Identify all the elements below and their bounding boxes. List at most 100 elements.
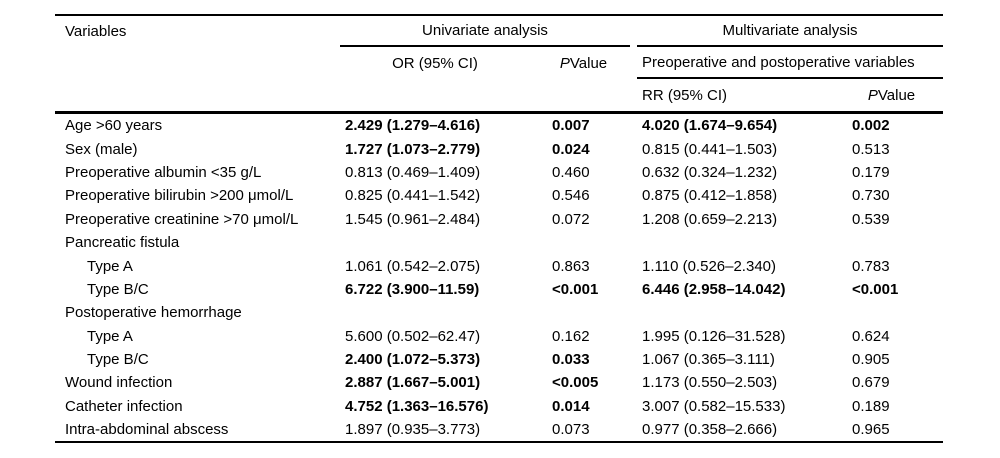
header-variables: Variables <box>65 23 127 40</box>
p-multi-cell: 0.679 <box>852 374 890 392</box>
rr-cell: 3.007 (0.582–15.533) <box>642 397 786 415</box>
p-multi-cell: 0.624 <box>852 327 890 345</box>
rr-cell: 1.110 (0.526–2.340) <box>642 257 776 275</box>
p-uni-cell: 0.072 <box>552 210 590 228</box>
or-cell: 1.545 (0.961–2.484) <box>345 210 481 228</box>
table-row: Type B/C 6.722 (3.900–11.59) <0.001 6.446 (… <box>55 278 943 301</box>
variable-cell: Type A <box>87 257 133 275</box>
p-italic: P <box>559 54 570 72</box>
rr-cell: 6.446 (2.958–14.042) <box>642 280 786 298</box>
header-rr-ci: RR (95% CI) <box>642 86 728 104</box>
or-cell: 1.727 (1.073–2.779) <box>345 140 481 158</box>
p-rest: Value <box>877 86 916 104</box>
or-cell: 1.897 (0.935–3.773) <box>345 421 481 439</box>
header-p-value-multivariate: P Value <box>840 79 943 111</box>
rr-cell: 1.067 (0.365–3.111) <box>642 351 775 369</box>
or-cell <box>340 301 530 324</box>
p-multi-cell: 0.965 <box>852 421 890 439</box>
p-rest: Value <box>569 54 608 72</box>
rr-cell: 0.875 (0.412–1.858) <box>642 187 778 205</box>
p-uni-cell: 0.014 <box>552 397 590 415</box>
table-row: Preoperative bilirubin >200 μmol/L 0.825 … <box>55 184 943 207</box>
table-header: Variables Univariate analysis Multivaria… <box>55 14 943 114</box>
rr-cell: 1.173 (0.550–2.503) <box>642 374 778 392</box>
p-uni-cell: <0.001 <box>552 280 599 298</box>
table-row: Pancreatic fistula <box>55 231 943 254</box>
table-row: Age >60 years 2.429 (1.279–4.616) 0.007 4.0… <box>55 114 943 137</box>
p-multi-cell: 0.783 <box>852 257 890 275</box>
header-p-value-univariate: P Value <box>530 47 637 79</box>
analysis-table: Variables Univariate analysis Multivaria… <box>55 14 943 444</box>
p-multi-cell: 0.002 <box>852 117 890 135</box>
variable-cell: Preoperative albumin <35 g/L <box>65 163 262 181</box>
p-multi-cell: 0.513 <box>852 140 890 158</box>
p-uni-cell <box>530 301 637 324</box>
p-multi-cell: <0.001 <box>852 280 899 298</box>
p-multi-cell: 0.730 <box>852 187 890 205</box>
p-multi-cell: 0.539 <box>852 210 890 228</box>
header-preop-postop: Preoperative and postoperative variables <box>637 47 943 79</box>
rr-cell: 1.995 (0.126–31.528) <box>642 327 786 345</box>
header-univariate-group: Univariate analysis <box>340 16 630 47</box>
table-body: Age >60 years 2.429 (1.279–4.616) 0.007 4.0… <box>55 114 943 444</box>
p-uni-cell: 0.460 <box>552 163 590 181</box>
p-uni-cell: 0.546 <box>552 187 590 205</box>
or-cell: 1.061 (0.542–2.075) <box>345 257 481 275</box>
or-cell: 2.429 (1.279–4.616) <box>345 117 481 135</box>
table-row: Preoperative albumin <35 g/L 0.813 (0.469… <box>55 161 943 184</box>
table-row: Postoperative hemorrhage <box>55 301 943 324</box>
variable-cell: Postoperative hemorrhage <box>65 304 242 322</box>
or-cell: 2.887 (1.667–5.001) <box>345 374 481 392</box>
or-cell: 0.825 (0.441–1.542) <box>345 187 481 205</box>
p-uni-cell: 0.024 <box>552 140 590 158</box>
table-row: Catheter infection 4.752 (1.363–16.576) 0.… <box>55 395 943 418</box>
variable-cell: Wound infection <box>65 374 173 392</box>
p-uni-cell: 0.073 <box>552 421 590 439</box>
table-row: Type A 1.061 (0.542–2.075) 0.863 1.110 (0.5… <box>55 254 943 277</box>
table-row: Preoperative creatinine >70 μmol/L 1.545 … <box>55 208 943 231</box>
variable-cell: Type B/C <box>87 351 149 369</box>
rr-cell: 0.815 (0.441–1.503) <box>642 140 778 158</box>
p-uni-cell: 0.033 <box>552 351 590 369</box>
table-row: Wound infection 2.887 (1.667–5.001) <0.005… <box>55 371 943 394</box>
p-multi-cell <box>840 231 943 254</box>
variable-cell: Type B/C <box>87 280 149 298</box>
header-or-ci: OR (95% CI) <box>392 54 478 72</box>
rr-cell: 4.020 (1.674–9.654) <box>642 117 778 135</box>
table-row: Type A 5.600 (0.502–62.47) 0.162 1.995 (0.1… <box>55 325 943 348</box>
or-cell: 5.600 (0.502–62.47) <box>345 327 481 345</box>
p-uni-cell: <0.005 <box>552 374 599 392</box>
p-uni-cell: 0.007 <box>552 117 590 135</box>
rr-cell <box>637 231 840 254</box>
rr-cell <box>637 301 840 324</box>
variable-cell: Intra-abdominal abscess <box>65 421 229 439</box>
p-uni-cell: 0.162 <box>552 327 590 345</box>
p-multi-cell: 0.179 <box>852 163 890 181</box>
table-row: Type B/C 2.400 (1.072–5.373) 0.033 1.067 (0… <box>55 348 943 371</box>
variable-cell: Pancreatic fistula <box>65 234 180 252</box>
p-uni-cell: 0.863 <box>552 257 590 275</box>
rr-cell: 0.977 (0.358–2.666) <box>642 421 778 439</box>
or-cell: 4.752 (1.363–16.576) <box>345 397 489 415</box>
rr-cell: 1.208 (0.659–2.213) <box>642 210 778 228</box>
variable-cell: Catheter infection <box>65 397 183 415</box>
variable-cell: Type A <box>87 327 133 345</box>
p-multi-cell: 0.905 <box>852 351 890 369</box>
variable-cell: Preoperative bilirubin >200 μmol/L <box>65 187 294 205</box>
or-cell: 2.400 (1.072–5.373) <box>345 351 481 369</box>
header-multivariate-group: Multivariate analysis <box>637 16 943 47</box>
table-row: Sex (male) 1.727 (1.073–2.779) 0.024 0.815 … <box>55 137 943 160</box>
or-cell <box>340 231 530 254</box>
variable-cell: Age >60 years <box>65 117 163 135</box>
table-row: Intra-abdominal abscess 1.897 (0.935–3.77… <box>55 418 943 441</box>
p-multi-cell <box>840 301 943 324</box>
p-italic: P <box>867 86 878 104</box>
p-multi-cell: 0.189 <box>852 397 890 415</box>
or-cell: 0.813 (0.469–1.409) <box>345 163 481 181</box>
p-uni-cell <box>530 231 637 254</box>
or-cell: 6.722 (3.900–11.59) <box>345 280 480 298</box>
rr-cell: 0.632 (0.324–1.232) <box>642 163 778 181</box>
variable-cell: Sex (male) <box>65 140 138 158</box>
variable-cell: Preoperative creatinine >70 μmol/L <box>65 210 299 228</box>
